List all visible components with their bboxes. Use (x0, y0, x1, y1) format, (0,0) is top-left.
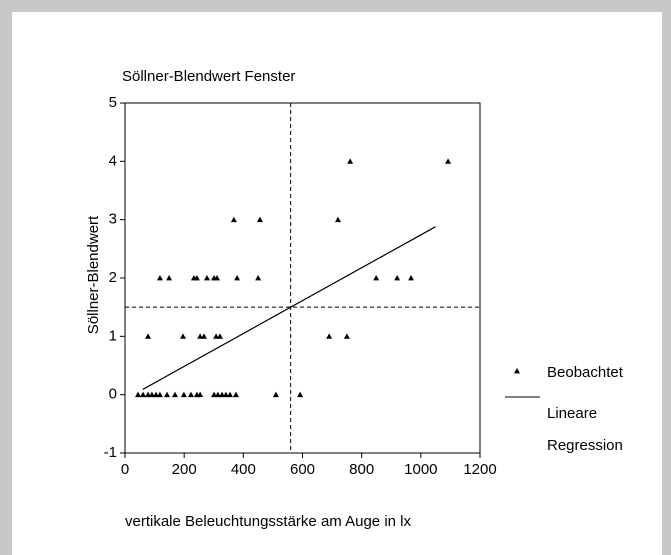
point (213, 333, 220, 339)
point (255, 275, 262, 281)
point (203, 275, 210, 281)
point (153, 391, 160, 398)
point (214, 275, 221, 281)
point (326, 333, 333, 339)
point (135, 391, 142, 398)
point (164, 391, 171, 398)
point (180, 391, 187, 398)
point (197, 391, 204, 398)
point (234, 275, 241, 281)
point (394, 275, 401, 281)
point (145, 333, 152, 339)
point (335, 216, 341, 223)
point (373, 275, 380, 281)
point (214, 391, 221, 398)
point (140, 391, 147, 398)
point (347, 158, 354, 164)
point (179, 333, 186, 339)
y-tick-label: -1 (104, 444, 117, 461)
point (219, 391, 226, 398)
point (343, 333, 350, 339)
point (272, 391, 279, 398)
point (216, 333, 223, 339)
x-tick-label: 0 (121, 461, 129, 478)
point (256, 216, 263, 223)
x-tick-label: 200 (172, 461, 197, 478)
point (166, 275, 173, 281)
x-tick-label: 800 (349, 461, 374, 478)
y-tick-label: 4 (109, 152, 117, 169)
y-tick-label: 0 (109, 386, 117, 403)
x-axis-label: vertikale Beleuchtungsstärke am Auge in … (125, 513, 411, 530)
point (187, 391, 194, 398)
regression-line (142, 226, 436, 390)
point (156, 275, 163, 281)
legend-label: Lineare Regression (547, 405, 623, 454)
point (171, 391, 178, 398)
x-tick-label: 600 (290, 461, 315, 478)
point (211, 391, 218, 398)
x-tick-label: 1000 (404, 461, 437, 478)
point (148, 391, 155, 398)
y-tick-label: 5 (109, 94, 117, 111)
point (297, 391, 304, 398)
chart-title: Söllner-Blendwert Fenster (122, 68, 295, 85)
point (230, 216, 237, 223)
y-tick-label: 3 (109, 211, 117, 228)
x-tick-label: 1200 (463, 461, 496, 478)
point (193, 275, 200, 281)
point (145, 391, 152, 398)
point (445, 158, 452, 164)
point (156, 391, 163, 398)
legend-label: Beobachtet (547, 364, 624, 381)
y-axis-label: Söllner-Blendwert (85, 215, 102, 334)
legend-marker (514, 368, 520, 374)
point (222, 391, 229, 398)
point (200, 333, 207, 339)
point (232, 391, 239, 398)
y-tick-label: 2 (109, 269, 117, 286)
x-tick-label: 400 (231, 461, 256, 478)
point (197, 333, 204, 339)
point (227, 391, 234, 398)
point (408, 275, 415, 281)
y-tick-label: 1 (109, 327, 117, 344)
